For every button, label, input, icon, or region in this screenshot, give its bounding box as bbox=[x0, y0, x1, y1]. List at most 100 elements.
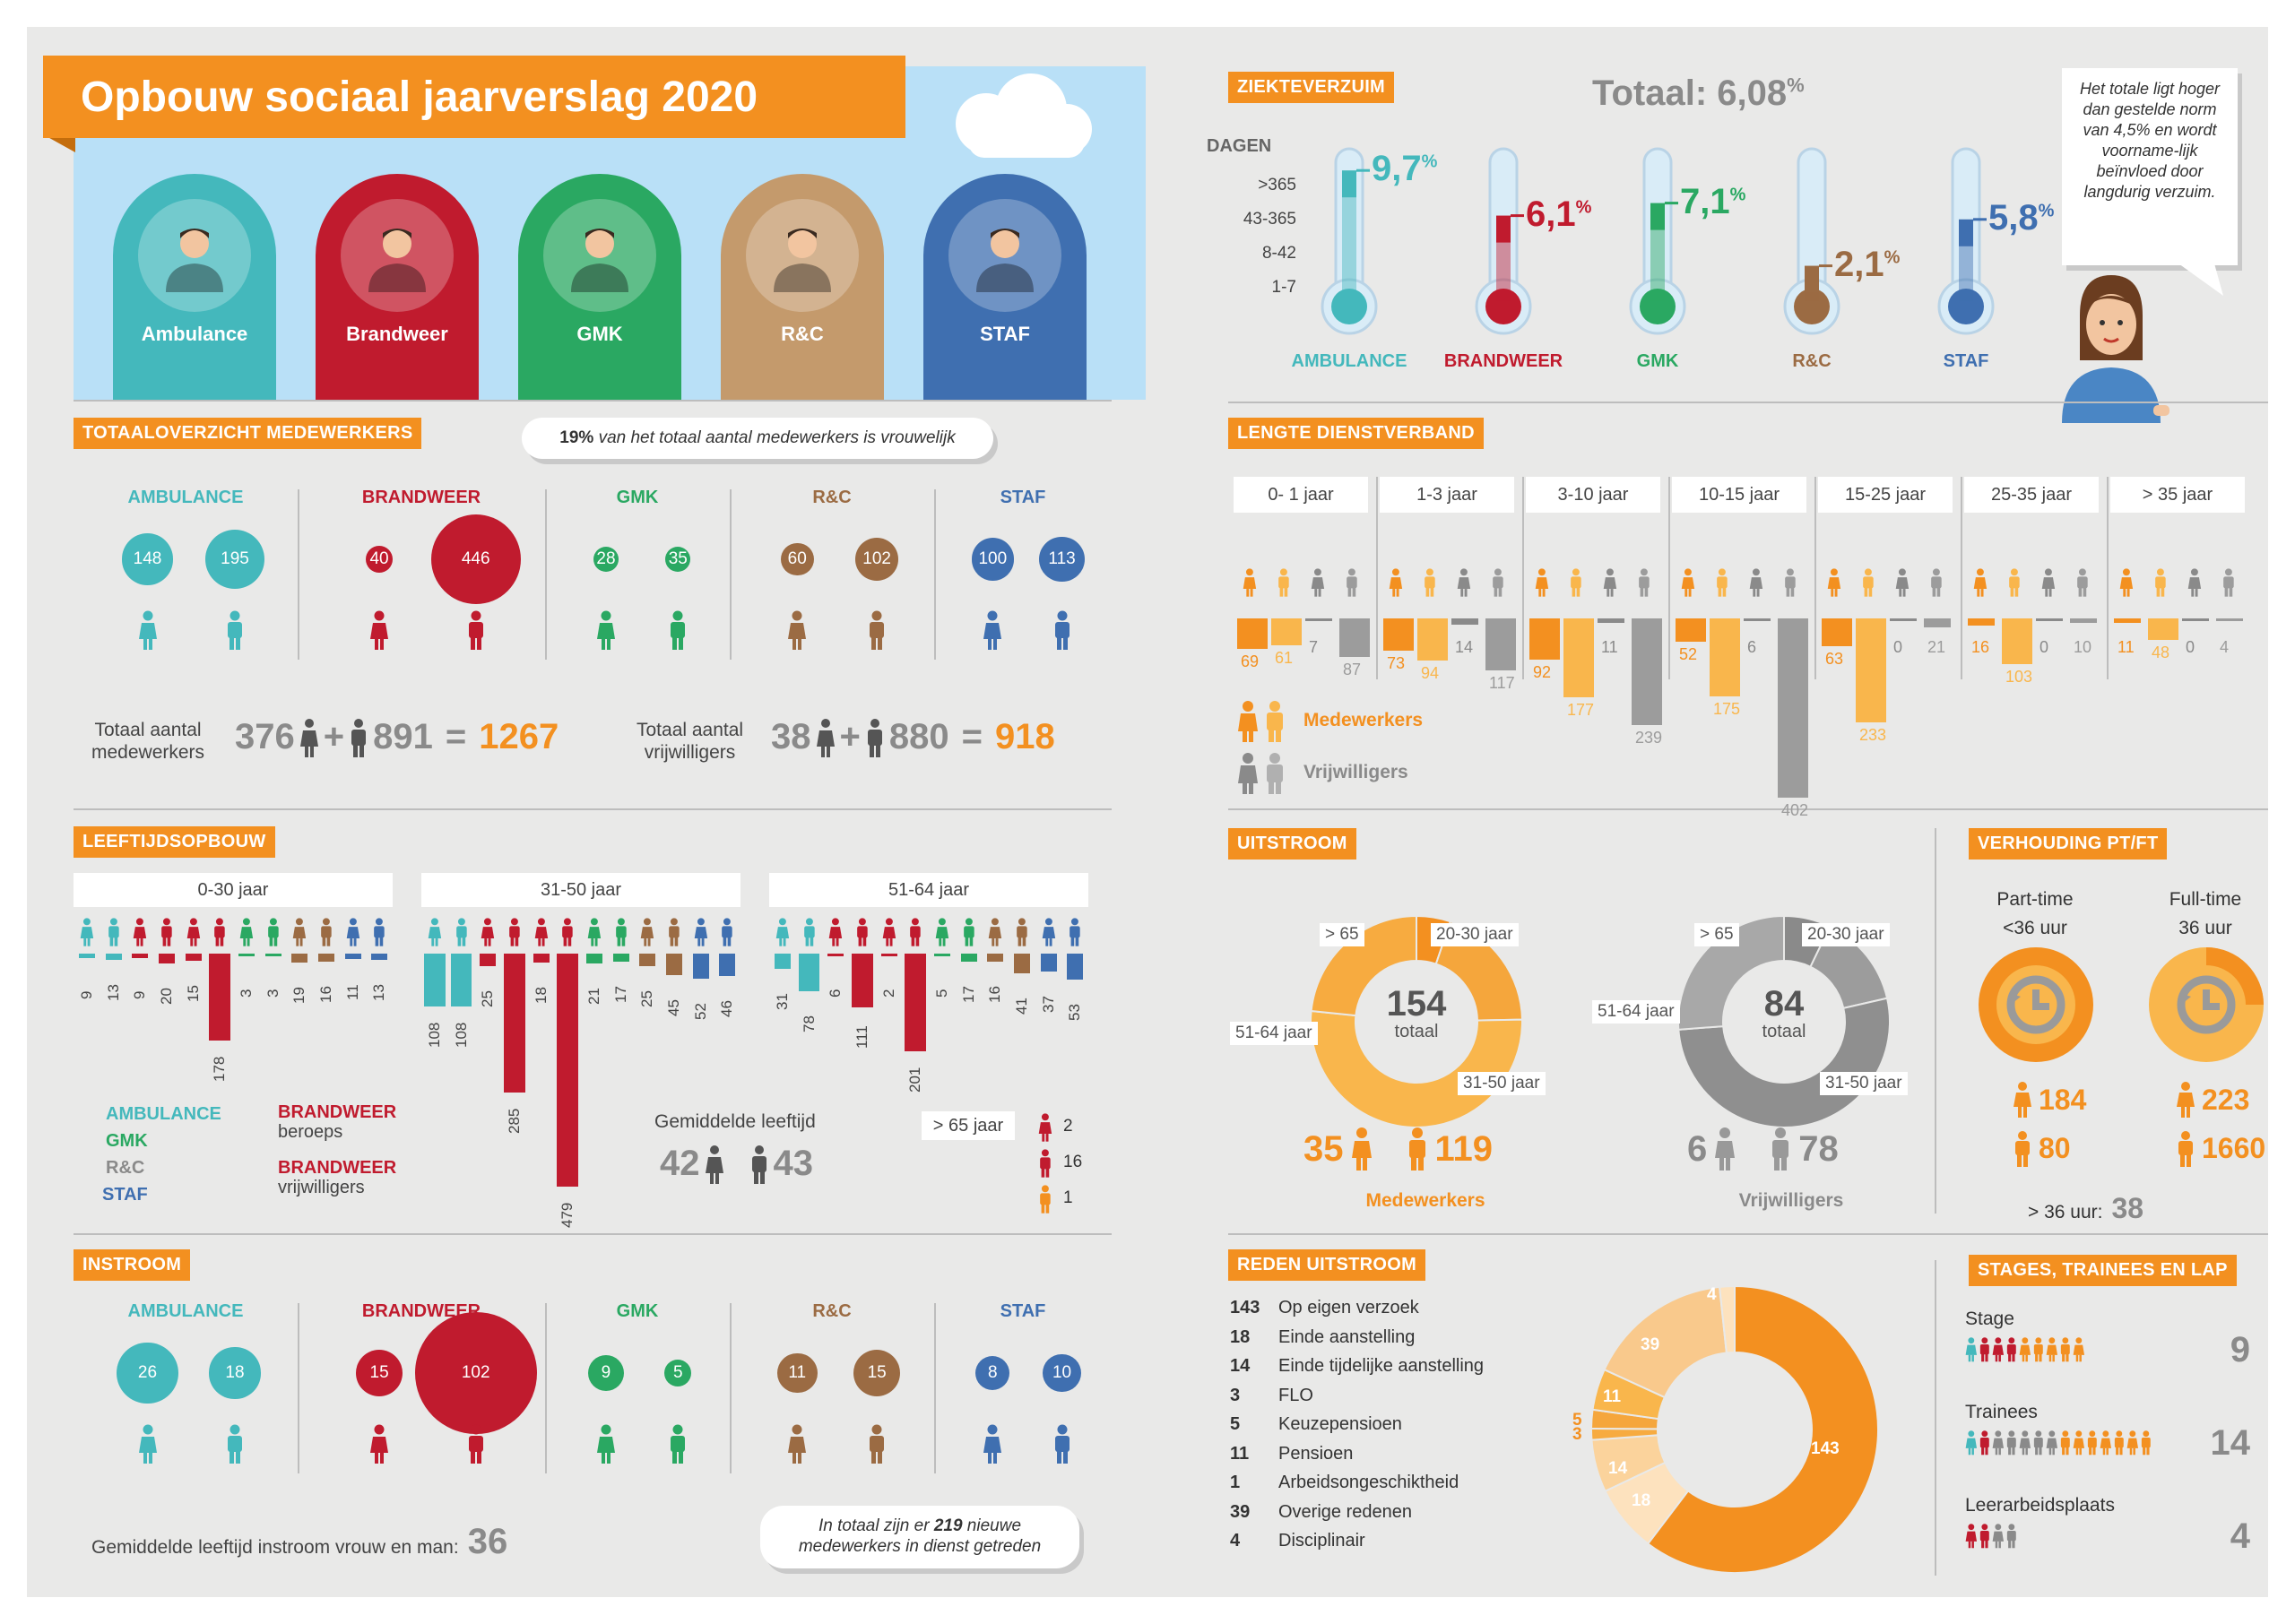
age-bar bbox=[504, 954, 525, 1093]
dienst-person-icon bbox=[1457, 568, 1471, 597]
dienst-bar-value: 239 bbox=[1635, 728, 1663, 747]
dienst-bar-value: 61 bbox=[1275, 649, 1294, 668]
reden-count: 14 bbox=[1230, 1356, 1251, 1376]
reden-count: 4 bbox=[1230, 1531, 1241, 1551]
dienst-bar bbox=[1485, 618, 1516, 671]
reden-label: Einde tijdelijke aanstelling bbox=[1278, 1356, 1485, 1376]
dienst-bar-value: 94 bbox=[1421, 663, 1440, 682]
ziekte-value-unit: % bbox=[1421, 151, 1438, 172]
dienst-bar bbox=[2182, 618, 2209, 621]
totaaloverzicht-bubble-male: 195 bbox=[204, 529, 265, 590]
tag-20-30-v: 20-30 jaar bbox=[1802, 923, 1890, 946]
stage-person-icon bbox=[2060, 1337, 2070, 1362]
dienst-bar bbox=[1778, 618, 1808, 798]
age-person-icon bbox=[882, 918, 896, 946]
reden-count: 3 bbox=[1230, 1385, 1241, 1405]
stage-label: Trainees bbox=[1965, 1402, 2038, 1422]
dienst-bar-value: 87 bbox=[1343, 661, 1362, 679]
dienst-bar bbox=[1924, 618, 1951, 628]
instroom-female-icon bbox=[138, 1424, 157, 1464]
totaaloverzicht-female-icon bbox=[596, 610, 615, 650]
age-bar-value: 285 bbox=[505, 1108, 523, 1134]
dienst-bar bbox=[1968, 618, 1995, 626]
cloud-icon bbox=[956, 73, 1092, 158]
section-label-reden: REDEN UITSTROOM bbox=[1228, 1249, 1426, 1281]
dagen-scale-item: >365 bbox=[1258, 176, 1296, 194]
age-bar-value: 13 bbox=[104, 984, 122, 1002]
ziekte-name: R&C bbox=[1792, 351, 1832, 371]
ziekte-value-unit: % bbox=[1575, 197, 1592, 218]
age-person-icon bbox=[910, 918, 921, 946]
age-bar bbox=[905, 954, 926, 1052]
age-person-icon bbox=[374, 918, 385, 946]
stage-person-icon bbox=[1992, 1524, 2005, 1549]
stage-person-icon bbox=[2046, 1430, 2058, 1456]
stage-person-icon bbox=[2006, 1337, 2016, 1362]
dienst-bar-value: 48 bbox=[2152, 643, 2170, 661]
legend-ambulance: AMBULANCE bbox=[106, 1104, 221, 1124]
arch-gmk bbox=[518, 174, 681, 400]
age-bar-value: 19 bbox=[290, 987, 308, 1005]
dienst-bar bbox=[1271, 618, 1302, 646]
dagen-scale-item: 1-7 bbox=[1271, 278, 1296, 297]
medewerkers-total-equation: 376 + 891 = 1267 bbox=[235, 717, 559, 757]
age-person-icon bbox=[1016, 918, 1027, 946]
stage-person-icon bbox=[1965, 1337, 1978, 1362]
uitstroom-medewerkers-caption: Medewerkers bbox=[1365, 1190, 1485, 1211]
tag-over65: > 65 bbox=[1320, 923, 1364, 946]
arch-label: R&C bbox=[781, 323, 824, 345]
dienst-person-icon bbox=[1681, 568, 1695, 597]
stage-person-icon bbox=[1992, 1430, 2005, 1456]
dienst-person-icon bbox=[1603, 568, 1617, 597]
reden-count: 1 bbox=[1230, 1473, 1241, 1492]
age-person-icon bbox=[694, 918, 707, 946]
section-label-instroom: INSTROOM bbox=[74, 1249, 191, 1281]
dienst-bar-value: 177 bbox=[1567, 701, 1595, 720]
age-bar-value: 178 bbox=[211, 1056, 229, 1082]
dienst-group-label: 0- 1 jaar bbox=[1234, 477, 1368, 513]
age-bar bbox=[317, 954, 334, 962]
ziekte-value: 2,1% bbox=[1834, 245, 1900, 285]
stage-person-icon bbox=[1965, 1430, 1978, 1456]
dienst-bar-value: 21 bbox=[1927, 638, 1946, 656]
stage-person-icon bbox=[2019, 1337, 2031, 1362]
stage-person-icon bbox=[2073, 1430, 2085, 1456]
age-bar-value: 108 bbox=[425, 1022, 443, 1048]
instroom-female-icon bbox=[596, 1424, 615, 1464]
reden-count: 18 bbox=[1230, 1326, 1251, 1347]
vrijwilligers-total-label: Totaal aantal vrijwilligers bbox=[637, 720, 744, 764]
age-bar-value: 52 bbox=[691, 1003, 709, 1021]
stage-person-icon bbox=[1965, 1524, 1978, 1549]
age-bar-value: 17 bbox=[611, 986, 629, 1004]
age-bar-value: 11 bbox=[343, 984, 361, 1000]
female-icon bbox=[1351, 1127, 1372, 1170]
female-percentage-note: 19% van het totaal aantal medewerkers is… bbox=[522, 418, 993, 459]
dienst-person-icon bbox=[1717, 568, 1728, 597]
reden-count: 5 bbox=[1230, 1414, 1241, 1434]
reden-label: Op eigen verzoek bbox=[1278, 1298, 1419, 1317]
dienst-person-icon bbox=[2077, 568, 2088, 597]
dienst-person-icon bbox=[1347, 568, 1357, 597]
age-bar-value: 37 bbox=[1039, 996, 1057, 1014]
section-label-totaaloverzicht: TOTAALOVERZICHT MEDEWERKERS bbox=[74, 418, 422, 449]
age-bar bbox=[639, 954, 656, 966]
staff-worker-icon-figure bbox=[976, 229, 1034, 292]
age-bar-value: 15 bbox=[184, 985, 202, 1003]
ziekte-value-number: 9,7 bbox=[1372, 149, 1422, 189]
thermometer-icon bbox=[1783, 147, 1840, 335]
dienst-person-icon bbox=[2223, 568, 2234, 597]
dienst-bar bbox=[1856, 618, 1886, 722]
group-divider bbox=[730, 1303, 732, 1473]
dienst-bar-value: 7 bbox=[1309, 638, 1319, 656]
ft-values: 223 1660 bbox=[2177, 1075, 2265, 1173]
vrijwilligers-legend-icon bbox=[1238, 753, 1283, 794]
age-bar-value: 78 bbox=[800, 1015, 818, 1033]
reden-label: FLO bbox=[1278, 1385, 1313, 1405]
age-bar bbox=[371, 954, 388, 961]
age-person-icon bbox=[508, 918, 520, 946]
instroom-male-icon bbox=[1054, 1424, 1070, 1464]
spokeswoman-avatar bbox=[2062, 275, 2169, 423]
legend-vrijwilligers: Vrijwilligers bbox=[1303, 762, 1408, 782]
section-label-dienstverband: LENGTE DIENSTVERBAND bbox=[1228, 418, 1484, 449]
arch-label: Ambulance bbox=[141, 323, 248, 345]
